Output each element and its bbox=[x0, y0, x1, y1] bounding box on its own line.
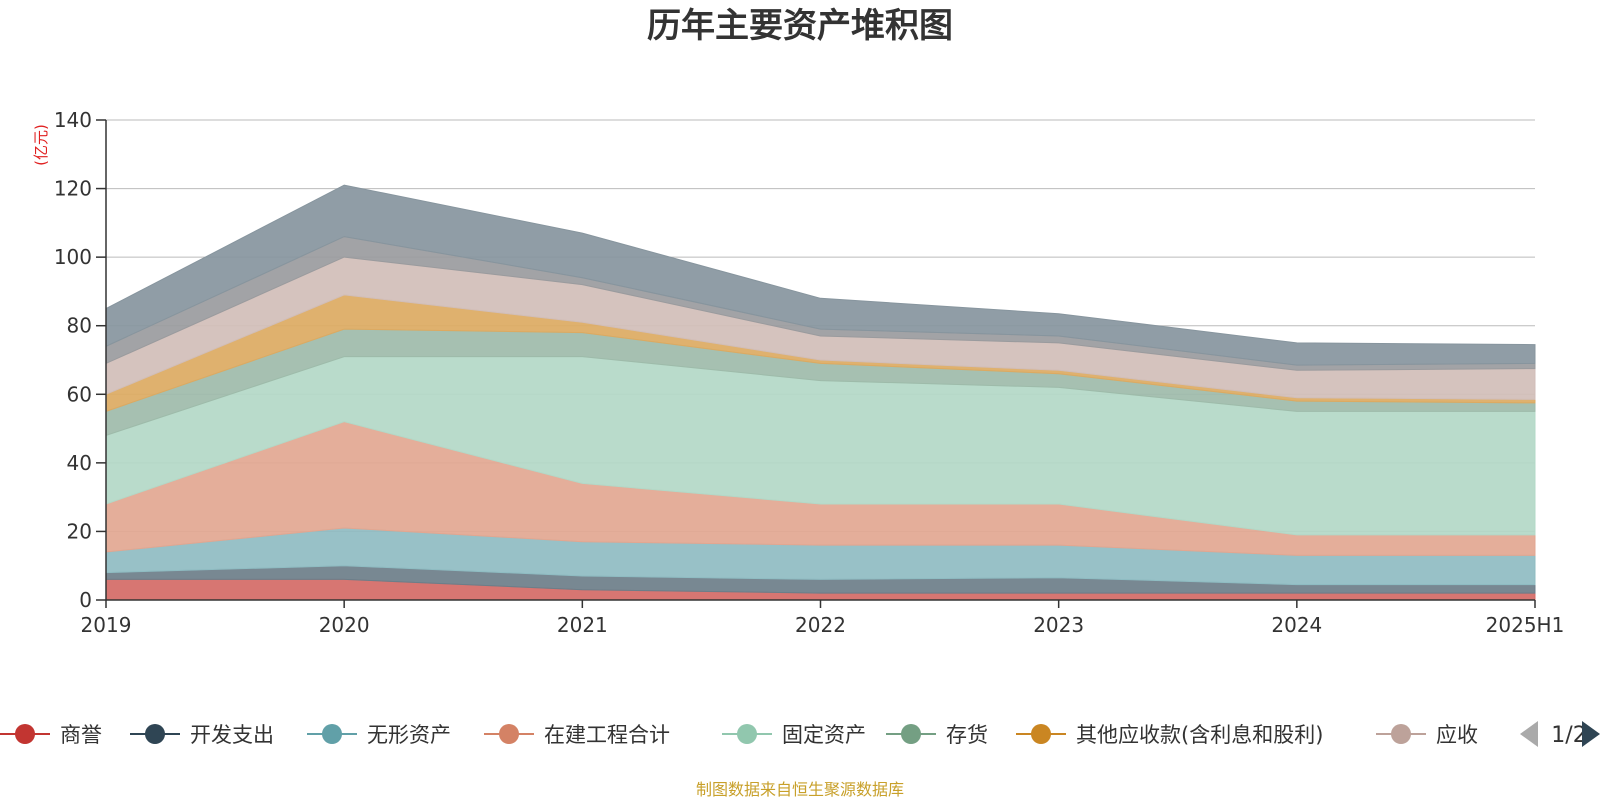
legend-item-6[interactable]: 其他应收款(含利息和股利) bbox=[1016, 723, 1323, 747]
legend-pager: 1/2 bbox=[1520, 721, 1600, 748]
y-tick-label: 120 bbox=[54, 177, 92, 201]
legend-label: 固定资产 bbox=[782, 723, 866, 747]
legend-item-0[interactable]: 商誉 bbox=[0, 723, 102, 747]
legend-item-3[interactable]: 在建工程合计 bbox=[484, 723, 670, 747]
x-tick-label: 2023 bbox=[1033, 613, 1084, 637]
legend-circle-icon bbox=[322, 724, 342, 744]
legend-label: 无形资产 bbox=[367, 723, 451, 747]
area-series bbox=[105, 184, 1536, 601]
legend-circle-icon bbox=[737, 724, 757, 744]
next-page-arrow-icon[interactable] bbox=[1582, 721, 1600, 747]
legend-circle-icon bbox=[1031, 724, 1051, 744]
legend-label: 在建工程合计 bbox=[544, 723, 670, 747]
legend-page-indicator: 1/2 bbox=[1551, 723, 1586, 748]
y-tick-label: 100 bbox=[54, 245, 92, 269]
x-tick-label: 2021 bbox=[557, 613, 608, 637]
legend-label: 开发支出 bbox=[190, 723, 274, 747]
legend-circle-icon bbox=[15, 724, 35, 744]
previous-page-arrow-icon[interactable] bbox=[1520, 721, 1538, 747]
legend-item-5[interactable]: 存货 bbox=[886, 723, 988, 747]
y-tick-label: 140 bbox=[54, 108, 92, 132]
x-tick-label: 2022 bbox=[795, 613, 846, 637]
y-axis-unit-label: (亿元) bbox=[32, 124, 50, 166]
legend-circle-icon bbox=[145, 724, 165, 744]
legend: 商誉 开发支出 无形资产 在建工程合计 固定资产 存货 其他应收款(含利息和股利) 应收 1/2 bbox=[0, 721, 1600, 748]
legend-label: 存货 bbox=[946, 723, 988, 747]
y-tick-label: 40 bbox=[67, 451, 92, 475]
area-series-9 bbox=[105, 184, 1536, 366]
chart-title: 历年主要资产堆积图 bbox=[647, 6, 953, 46]
legend-label: 应收 bbox=[1436, 723, 1478, 747]
legend-item-1[interactable]: 开发支出 bbox=[130, 723, 274, 747]
x-tick-label: 2020 bbox=[319, 613, 370, 637]
legend-item-4[interactable]: 固定资产 bbox=[722, 723, 866, 747]
legend-label: 商誉 bbox=[60, 723, 102, 747]
source-note: 制图数据来自恒生聚源数据库 bbox=[696, 780, 904, 799]
x-tick-label: 2025H1 bbox=[1486, 613, 1565, 637]
x-tick-label: 2019 bbox=[81, 613, 132, 637]
legend-circle-icon bbox=[1391, 724, 1411, 744]
legend-circle-icon bbox=[499, 724, 519, 744]
legend-label: 其他应收款(含利息和股利) bbox=[1076, 723, 1323, 747]
axes: 0 20 40 60 80 100 120 140 2019 2020 2021 2022 2023 20… bbox=[54, 108, 1565, 637]
legend-item-2[interactable]: 无形资产 bbox=[307, 723, 451, 747]
y-tick-label: 0 bbox=[79, 588, 92, 612]
y-tick-label: 20 bbox=[67, 519, 92, 543]
x-tick-label: 2024 bbox=[1271, 613, 1322, 637]
y-tick-label: 80 bbox=[67, 314, 92, 338]
legend-circle-icon bbox=[901, 724, 921, 744]
legend-item-7[interactable]: 应收 bbox=[1376, 723, 1478, 747]
y-tick-label: 60 bbox=[67, 382, 92, 406]
